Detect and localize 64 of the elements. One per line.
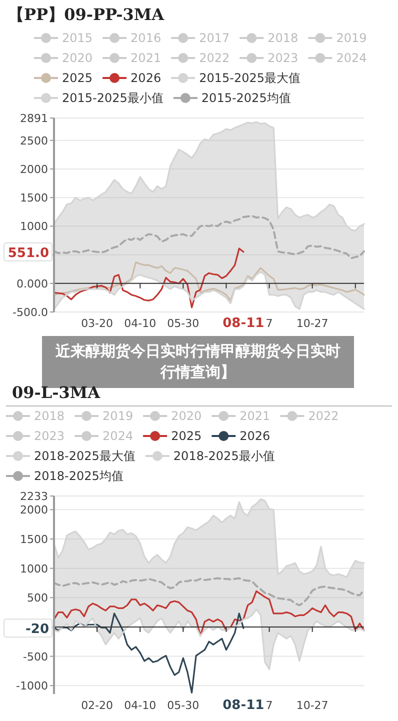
legend-label: 2023 [34, 429, 65, 443]
y-tick-label: -1000 [16, 680, 48, 693]
chart-title: 09-L-3MA [12, 383, 101, 402]
legend-label: 2018-2025均值 [34, 469, 124, 483]
legend-label: 2026 [130, 71, 162, 85]
y-tick-label: 0.000 [16, 277, 48, 290]
text: 近来醇期货今日实时行情甲醇期货今日实时行情查询】 [54, 342, 340, 381]
x-tick-label: 05-30 [167, 699, 200, 712]
y-tick-label: 2500 [20, 134, 48, 148]
legend-label: 2024 [102, 429, 134, 443]
legend-label: 2026 [240, 429, 270, 443]
legend-label: 2022 [308, 409, 339, 423]
legend-label: 2019 [336, 31, 367, 45]
legend-label: 2022 [199, 51, 230, 65]
legend-label: 2021 [130, 51, 162, 65]
x-tick-label: 7 [266, 317, 273, 330]
y-tick-label: 2233 [20, 490, 48, 503]
x-tick-label: 10-27 [296, 317, 328, 330]
legend-label: 2018-2025最大值 [34, 449, 136, 463]
line-series [53, 612, 244, 694]
x-tick-label: 04-10 [124, 699, 156, 712]
y-tick-label: 1000 [20, 220, 48, 234]
y-tick-label: 1500 [20, 532, 48, 546]
line-series [53, 590, 365, 637]
x-tick-label: 03-20 [81, 317, 114, 330]
legend-label: 2021 [240, 409, 270, 423]
legend-label: 2018 [268, 31, 298, 45]
x-tick-label: 7 [266, 699, 273, 712]
legend-label: 2020 [62, 51, 93, 65]
x-tick-label: 04-10 [124, 317, 156, 330]
y-tick-label: 2891 [20, 112, 48, 125]
text: 551.0 [8, 246, 49, 261]
line-series [53, 577, 365, 606]
legend-label: 2024 [336, 51, 367, 65]
legend-label: 2015-2025最小值 [62, 91, 164, 105]
x-tick-label: 05-30 [167, 317, 200, 330]
legend-label: 2020 [171, 409, 202, 423]
legend-label: 2018 [34, 409, 65, 423]
x-tick-label: 08-11 [222, 698, 264, 713]
y-tick-label: 500 [27, 592, 48, 605]
legend-label: 2019 [102, 409, 134, 423]
y-tick-label: 1000 [20, 562, 48, 576]
y-tick-label: -500 [23, 650, 48, 664]
x-tick-label: 10-27 [296, 699, 328, 712]
legend-label: 2016 [130, 31, 162, 45]
legend-label: 2025 [171, 429, 202, 443]
legend-label: 2025 [62, 71, 93, 85]
y-tick-label: -500.0 [12, 306, 48, 319]
y-tick-label: 2000 [20, 162, 48, 176]
legend-label: 2023 [268, 51, 298, 65]
chart-title: 【PP】09-PP-3MA [8, 5, 165, 24]
legend-label: 2015-2025最大值 [199, 71, 301, 85]
x-tick-label: 08-11 [222, 316, 264, 331]
y-tick-label: 2000 [20, 504, 48, 517]
legend-label: 2015-2025均值 [201, 91, 291, 105]
legend-label: 2017 [199, 31, 230, 45]
line-series [53, 214, 365, 260]
text: -20 [26, 622, 49, 638]
legend-label: 2015 [62, 31, 93, 45]
y-tick-label: 1500 [20, 192, 48, 205]
line-series [53, 261, 365, 302]
line-series [53, 248, 244, 308]
x-tick-label: 02-20 [81, 699, 114, 712]
legend-label: 2018-2025最小值 [173, 449, 275, 463]
